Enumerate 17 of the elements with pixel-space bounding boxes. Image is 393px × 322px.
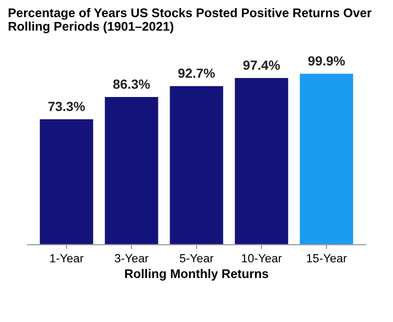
x-tick-label: 15-Year (306, 254, 347, 262)
x-axis-title: Rolling Monthly Returns (125, 268, 268, 281)
data-label: 97.4% (243, 60, 280, 70)
bar (40, 119, 94, 245)
chart-title: Percentage of Years US Stocks Posted Positive Returns Over Rolling Periods (1901–2021) (8, 8, 372, 34)
data-label: 92.7% (178, 68, 215, 78)
x-tick-label: 1-Year (50, 254, 84, 262)
bar (300, 74, 354, 245)
x-tick-label: 10-Year (242, 254, 282, 262)
bar (104, 97, 158, 245)
data-label: 73.3% (48, 102, 85, 112)
bar (234, 78, 288, 245)
bar (170, 86, 224, 245)
data-label: 86.3% (113, 80, 150, 89)
x-tick-label: 5-Year (180, 254, 214, 262)
x-tick-label: 3-Year (114, 254, 148, 262)
data-label: 99.9% (308, 56, 345, 66)
